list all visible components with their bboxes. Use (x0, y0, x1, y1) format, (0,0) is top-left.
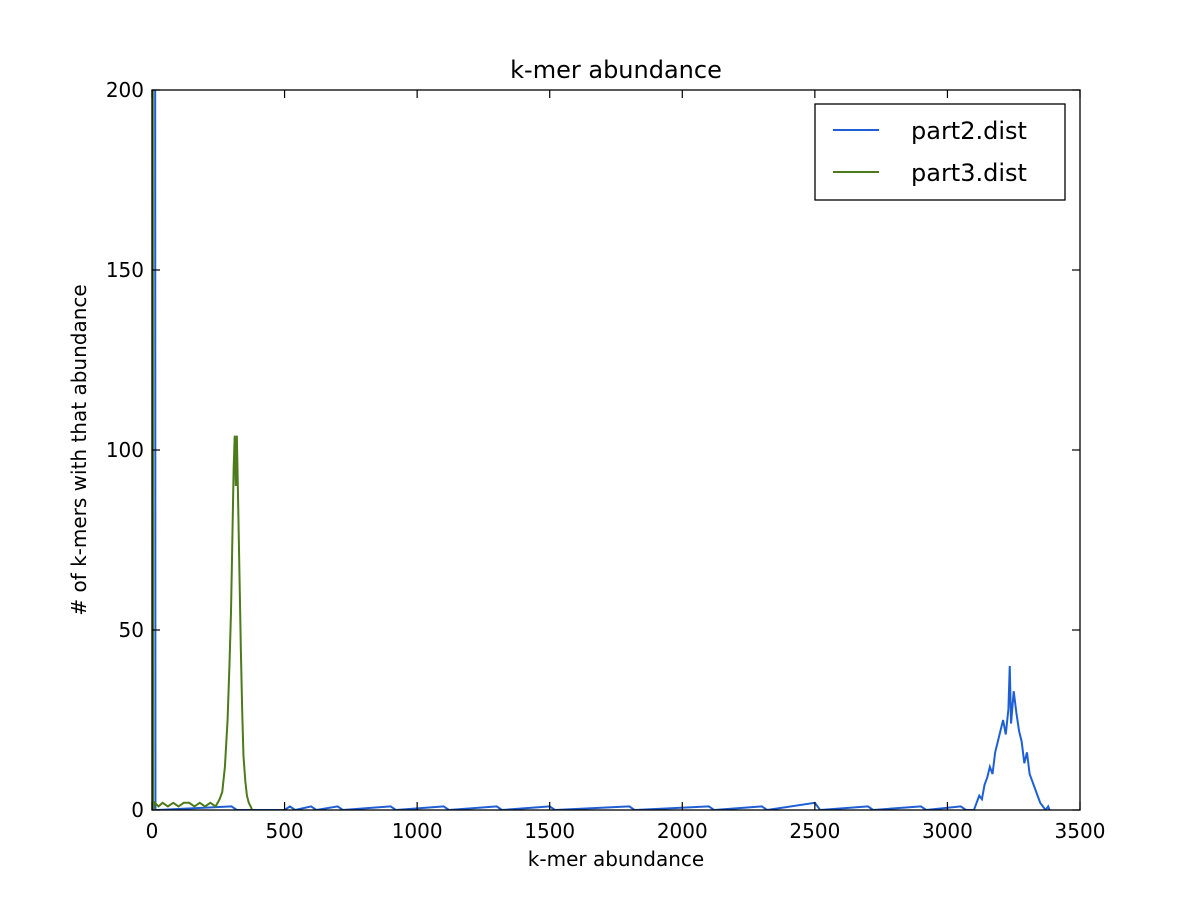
y-axis-label: # of k-mers with that abundance (67, 284, 91, 615)
series-group (152, 90, 1051, 810)
legend: part2.dist part3.dist (814, 103, 1066, 201)
x-tick-label: 0 (146, 819, 159, 843)
y-tick-label: 100 (106, 438, 144, 462)
series-line-part2-dist (152, 90, 1051, 810)
y-tick-label: 50 (119, 618, 144, 642)
x-tick-label: 1000 (392, 819, 443, 843)
x-tick-label: 3000 (922, 819, 973, 843)
x-axis-label: k-mer abundance (528, 847, 704, 871)
series-line-part3-dist (152, 90, 254, 810)
chart-title: k-mer abundance (510, 56, 722, 84)
x-tick-label: 2500 (789, 819, 840, 843)
legend-label: part2.dist (911, 117, 1027, 145)
x-tick-label: 3500 (1055, 819, 1106, 843)
legend-label: part3.dist (911, 159, 1027, 187)
x-tick-label: 500 (265, 819, 303, 843)
x-tick-label: 2000 (657, 819, 708, 843)
x-tick-label: 1500 (524, 819, 575, 843)
y-tick-label: 0 (131, 798, 144, 822)
y-tick-label: 150 (106, 258, 144, 282)
legend-box (814, 103, 1066, 201)
plot-area: 0 500 1000 1500 2000 2500 3000 3500 0 50 100 150 200 (106, 78, 1106, 843)
y-tick-label: 200 (106, 78, 144, 102)
